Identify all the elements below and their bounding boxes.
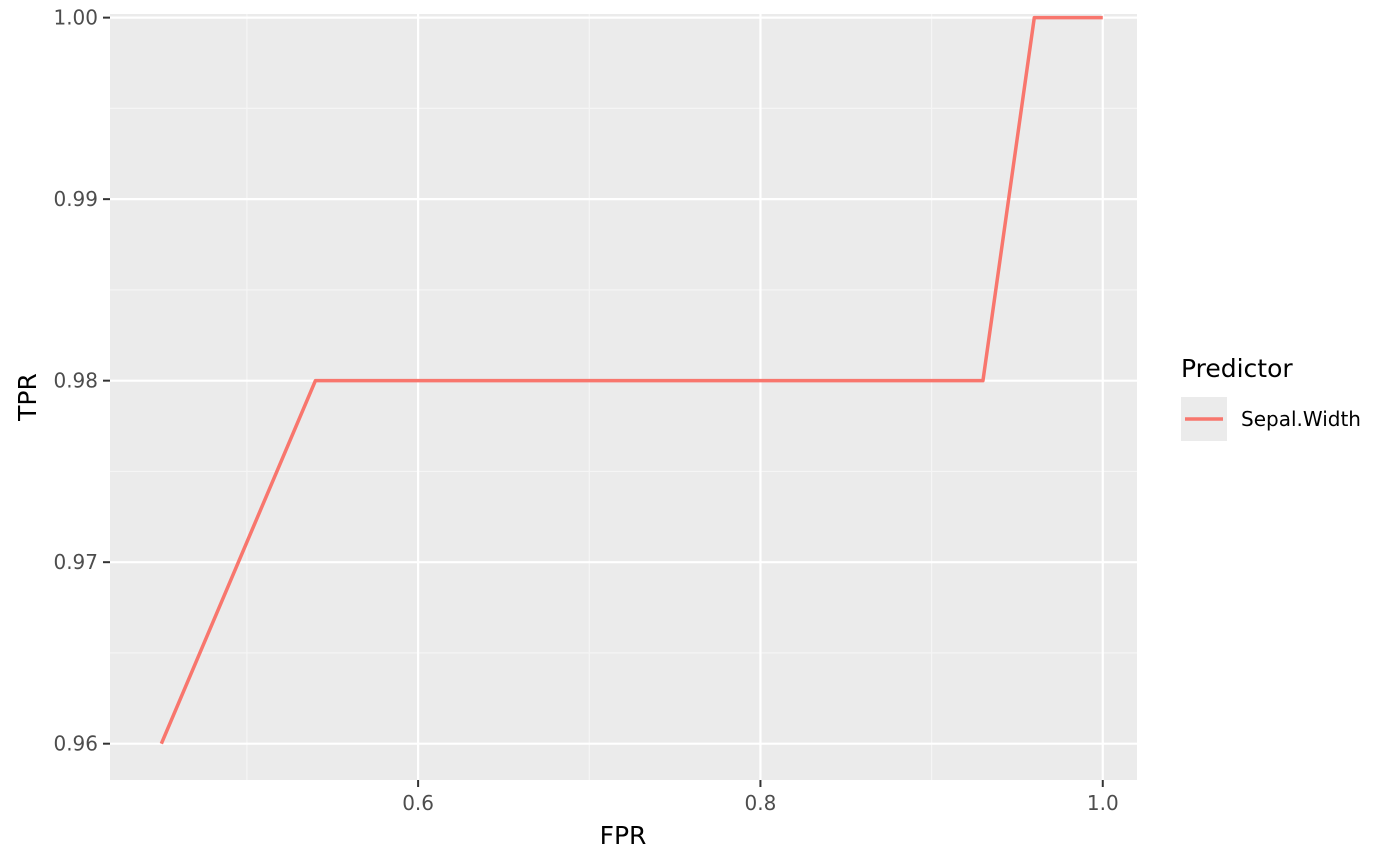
x-tick-label: 1.0 [1087,791,1119,815]
legend: Predictor Sepal.Width [1181,354,1361,441]
plot-panel [110,14,1137,780]
y-tick-label: 0.99 [53,187,98,211]
grid-minor-lines [110,14,1137,780]
x-tick-label: 0.6 [402,791,434,815]
x-tick-label: 0.8 [745,791,777,815]
y-axis-title: TPR [13,373,42,422]
y-tick-label: 0.96 [53,732,98,756]
x-axis-title: FPR [600,821,647,850]
y-axis-ticks: 0.96 0.97 0.98 0.99 1.00 [53,6,110,756]
series-layer [159,15,1103,745]
y-tick-label: 0.98 [53,369,98,393]
y-tick-label: 0.97 [53,550,98,574]
legend-label: Sepal.Width [1241,407,1361,431]
x-axis-ticks: 0.6 0.8 1.0 [402,780,1119,815]
legend-title: Predictor [1181,354,1293,383]
y-tick-label: 1.00 [53,6,98,30]
series-line-sepal-width [159,15,1103,745]
